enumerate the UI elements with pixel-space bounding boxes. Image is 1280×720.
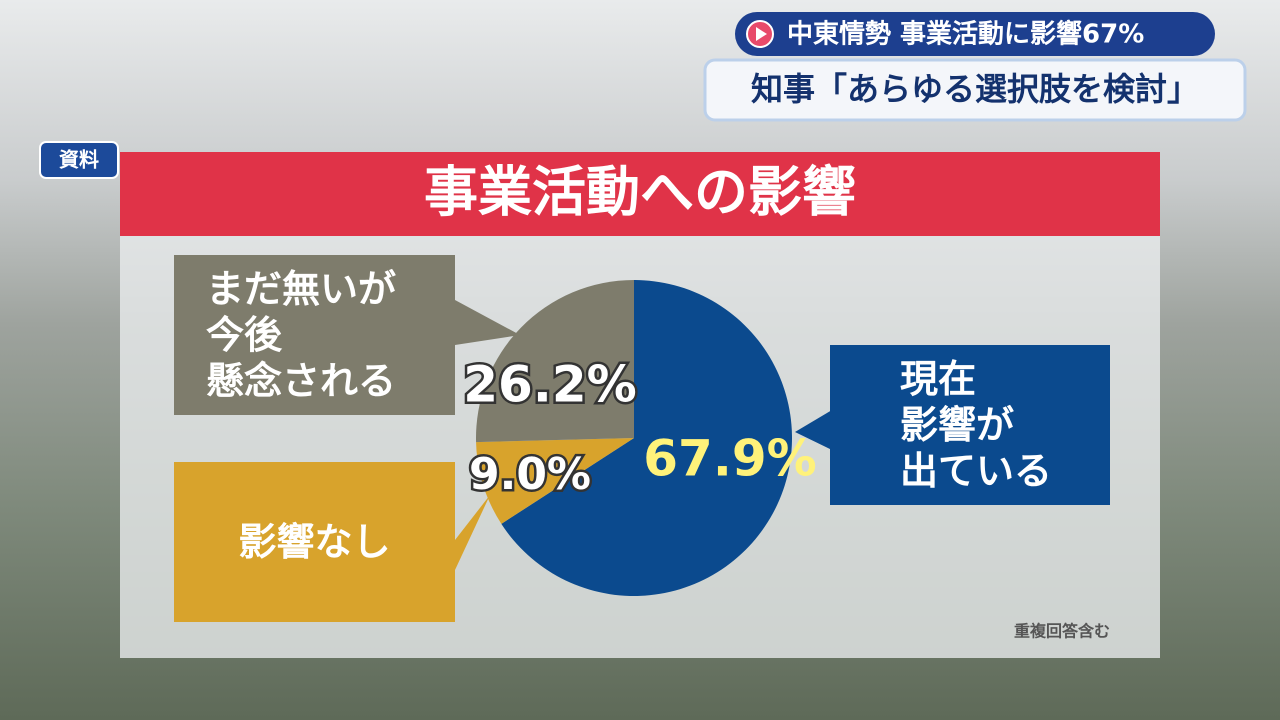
title-bar	[120, 152, 1160, 236]
badge-bg	[735, 12, 1215, 56]
callout-pointer	[455, 495, 490, 570]
category-label: 現在 影響が 出ている	[830, 345, 1110, 505]
headline: 知事「あらゆる選択肢を検討」	[751, 70, 1199, 108]
category-label: 影響なし	[174, 462, 455, 622]
pie-slice	[476, 280, 634, 443]
pie-slice	[476, 438, 634, 524]
source-tag: 資料	[59, 148, 99, 172]
callout-pointer	[795, 410, 832, 450]
chart-title: 事業活動への影響	[424, 161, 856, 224]
source-tag-bg	[39, 141, 119, 179]
category-label: まだ無いが 今後 懸念される	[174, 255, 455, 415]
value-label: 26.2%	[463, 356, 636, 414]
value-label: 9.0%	[469, 449, 591, 500]
pie: 67.9% 9.0% 26.2%	[461, 280, 817, 596]
value-label: 67.9%	[643, 430, 816, 488]
badge-text: 中東情勢 事業活動に影響67%	[787, 19, 1144, 50]
pie-slice	[501, 280, 792, 596]
callout-pointer	[455, 300, 520, 345]
headline-bg	[703, 58, 1247, 122]
note: 重複回答含む	[1014, 622, 1110, 641]
play-icon	[756, 27, 767, 41]
